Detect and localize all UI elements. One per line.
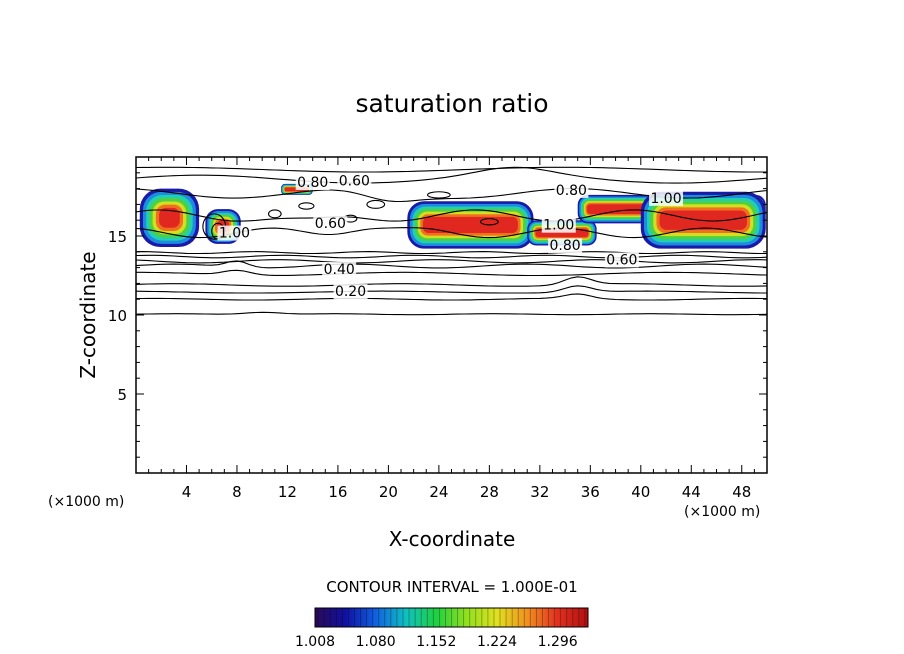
colorbar: 1.008 1.080 1.152 1.224 1.296 <box>295 607 589 650</box>
contour-line <box>136 260 767 269</box>
colorbar-tick-label: 1.080 <box>356 634 396 650</box>
contour-loop <box>479 218 499 226</box>
contour-label: 0.80 <box>297 175 328 191</box>
contour-loop <box>298 202 315 210</box>
contour-line <box>136 293 767 301</box>
x-unit-left: (×1000 m) <box>48 494 124 510</box>
contour-line <box>136 276 767 287</box>
contour-loop <box>426 191 451 199</box>
contour-line <box>136 251 767 255</box>
x-tick-label: 16 <box>328 483 347 501</box>
colorbar-gradient <box>315 608 588 627</box>
y-tick-label: 5 <box>117 386 127 404</box>
contour-label: 0.60 <box>339 173 370 189</box>
contour-line <box>136 166 767 173</box>
y-tick-label: 15 <box>108 228 127 246</box>
contour-label: 0.40 <box>324 262 355 278</box>
x-unit-right: (×1000 m) <box>684 504 760 520</box>
contour-line <box>136 209 767 222</box>
colorbar-tick-label: 1.008 <box>295 634 335 650</box>
x-tick-label: 28 <box>480 483 499 501</box>
contour-line <box>136 285 767 294</box>
x-tick-label: 36 <box>581 483 600 501</box>
x-axis: 4 8 12 16 20 24 28 32 36 40 44 48 <box>148 157 755 501</box>
contour-label: 0.80 <box>556 183 587 199</box>
x-tick-label: 12 <box>278 483 297 501</box>
x-tick-label: 48 <box>732 483 751 501</box>
contour-line <box>136 254 767 259</box>
contour-labels: 0.20 0.40 0.60 0.60 0.80 1.00 0.80 1.00 1.00 0.80… <box>217 173 684 300</box>
contour-loop <box>267 209 282 219</box>
contour-label: 1.00 <box>543 218 574 234</box>
contour-loop <box>366 199 386 209</box>
contour-label: 0.80 <box>549 238 580 254</box>
y-axis-label: Z-coordinate <box>76 251 100 378</box>
contour-line <box>136 166 767 184</box>
y-tick-label: 10 <box>108 307 127 325</box>
x-axis-label: X-coordinate <box>389 527 516 551</box>
x-tick-label: 24 <box>429 483 448 501</box>
x-tick-label: 8 <box>232 483 242 501</box>
contour-line <box>136 259 767 264</box>
supersaturated-region <box>407 201 534 249</box>
colorbar-tick-label: 1.296 <box>538 634 578 650</box>
colorbar-frame <box>314 607 589 628</box>
contour-label: 1.00 <box>650 191 681 207</box>
x-tick-label: 44 <box>682 483 701 501</box>
contour-label: 1.00 <box>219 226 250 242</box>
contour-interval-label: CONTOUR INTERVAL = 1.000E-01 <box>326 578 577 596</box>
contour-line <box>136 269 767 277</box>
colorbar-tick-label: 1.224 <box>477 634 517 650</box>
contour-label: 0.60 <box>315 216 346 232</box>
colorbar-stripes <box>317 608 586 627</box>
x-tick-label: 4 <box>182 483 192 501</box>
y-axis: 5 10 15 <box>108 172 767 458</box>
contour-line <box>136 311 767 316</box>
colorbar-tick-label: 1.152 <box>416 634 456 650</box>
x-tick-label: 20 <box>379 483 398 501</box>
x-tick-label: 40 <box>631 483 650 501</box>
chart-title: saturation ratio <box>355 89 548 118</box>
supersaturated-region <box>139 188 200 248</box>
colorbar-labels: 1.008 1.080 1.152 1.224 1.296 <box>295 634 578 650</box>
contour-label: 0.60 <box>606 252 637 268</box>
x-tick-label: 32 <box>530 483 549 501</box>
contour-label: 0.20 <box>335 284 366 300</box>
